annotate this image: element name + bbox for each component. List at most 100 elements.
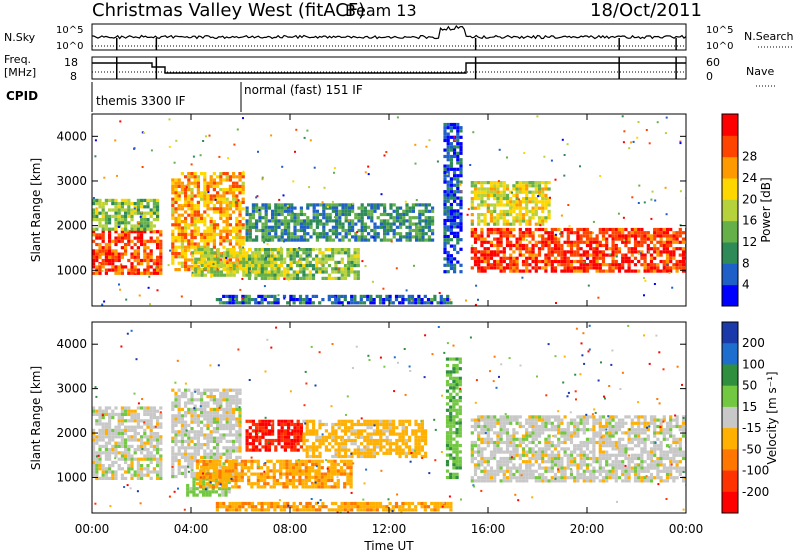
echo-cell [350,267,354,271]
echo-cell [576,247,580,251]
echo-cell [111,198,115,202]
echo-cell [228,191,232,195]
echo-cell [261,238,265,242]
echo-cell [238,213,242,217]
echo-cell [298,478,302,483]
echo-cell [401,301,405,305]
echo-cell [127,268,131,272]
echo-cell [261,426,265,430]
echo-cell [225,420,229,424]
echo-cell [224,485,228,489]
echo-cell [678,240,682,244]
echo-cell [104,255,108,259]
echo-cell [547,263,551,267]
noise-cell [331,200,334,203]
echo-cell [248,448,252,452]
echo-cell [238,411,242,415]
echo-cell [261,429,265,433]
echo-cell [569,231,574,235]
echo-cell [449,164,453,168]
echo-cell [136,255,140,259]
echo-cell [547,216,551,220]
echo-cell [184,194,188,198]
noise-cell [637,202,640,204]
echo-cell [446,164,450,168]
echo-cell [104,457,108,461]
echo-cell [382,301,386,305]
echo-cell [637,234,641,238]
echo-cell [544,240,548,244]
echo-cell [443,202,447,207]
echo-cell [260,273,264,277]
echo-cell [133,249,137,253]
echo-cell [518,253,522,257]
echo-cell [489,203,494,207]
echo-cell [264,235,268,239]
echo-cell [184,449,188,453]
echo-cell [273,260,277,264]
noise-cell [348,219,351,222]
echo-cell [216,420,220,424]
echo-cell [117,451,121,455]
echo-cell [143,441,147,445]
echo-cell [177,395,181,399]
echo-cell [653,250,657,254]
echo-cell [611,250,615,254]
echo-cell [669,253,673,257]
echo-cell [238,223,242,227]
echo-cell [305,422,309,427]
echo-cell [234,472,238,476]
echo-cell [521,231,526,235]
echo-cell [171,388,175,392]
echo-cell [669,259,673,264]
echo-cell [238,229,242,233]
echo-cell [449,126,453,130]
echo-cell [307,475,312,479]
echo-cell [589,240,593,244]
noise-cell [414,162,417,165]
echo-cell [531,181,535,185]
echo-cell [453,218,457,223]
echo-cell [324,267,328,271]
echo-cell [449,154,453,159]
echo-cell [232,427,236,431]
echo-cell [187,401,191,405]
echo-cell [330,478,334,483]
echo-cell [341,238,345,242]
echo-cell [224,482,228,486]
echo-cell [274,448,278,452]
echo-cell [156,464,160,468]
echo-cell [569,240,574,244]
echo-cell [624,253,628,257]
echo-cell [216,260,220,264]
echo-cell [140,444,144,448]
echo-cell [363,435,367,439]
echo-cell [184,471,188,475]
echo-cell [196,452,200,456]
echo-cell [271,432,275,436]
echo-cell [238,242,242,246]
echo-cell [601,234,606,238]
echo-cell [193,475,197,479]
echo-cell [295,270,300,274]
echo-cell [240,472,244,476]
echo-cell [180,229,184,233]
echo-cell [431,219,435,223]
echo-cell [98,464,102,468]
echo-cell [255,238,259,242]
echo-cell [337,301,341,305]
echo-cell [92,457,96,461]
noise-cell [428,139,431,142]
echo-cell [477,216,481,220]
echo-cell [232,423,236,427]
echo-cell [198,490,202,494]
echo-cell [589,243,593,248]
echo-cell [184,268,188,272]
echo-cell [120,416,124,420]
echo-cell [531,216,535,220]
echo-cell [449,225,453,229]
echo-cell [258,216,262,220]
echo-cell [222,294,226,298]
echo-cell [216,194,220,198]
echo-cell [335,203,339,207]
